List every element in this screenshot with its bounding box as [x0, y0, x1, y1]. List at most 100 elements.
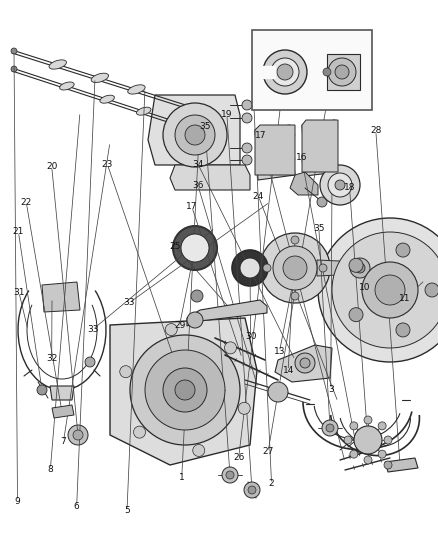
- Text: 10: 10: [359, 284, 370, 292]
- Text: 32: 32: [46, 354, 57, 362]
- Polygon shape: [275, 345, 332, 382]
- Polygon shape: [290, 172, 318, 195]
- Circle shape: [271, 58, 299, 86]
- Text: 19: 19: [221, 110, 233, 119]
- Text: 8: 8: [47, 465, 53, 473]
- Circle shape: [256, 134, 264, 142]
- Text: 30: 30: [245, 333, 256, 341]
- Circle shape: [163, 368, 207, 412]
- Circle shape: [317, 197, 327, 207]
- Circle shape: [181, 234, 209, 262]
- Circle shape: [193, 445, 205, 456]
- Circle shape: [375, 275, 405, 305]
- Circle shape: [364, 456, 372, 464]
- Polygon shape: [170, 165, 250, 190]
- Bar: [252, 30, 372, 110]
- Circle shape: [350, 422, 358, 430]
- Polygon shape: [52, 405, 74, 418]
- Text: 36: 36: [192, 181, 204, 190]
- Ellipse shape: [100, 95, 114, 103]
- Polygon shape: [255, 125, 295, 175]
- Polygon shape: [302, 120, 338, 172]
- Circle shape: [242, 113, 252, 123]
- Circle shape: [222, 467, 238, 483]
- Circle shape: [349, 259, 363, 272]
- Text: 35: 35: [313, 224, 325, 232]
- Circle shape: [332, 232, 438, 348]
- Circle shape: [319, 264, 327, 272]
- Circle shape: [384, 461, 392, 469]
- Circle shape: [232, 250, 268, 286]
- Circle shape: [364, 416, 372, 424]
- Circle shape: [185, 125, 205, 145]
- Circle shape: [175, 380, 195, 400]
- Circle shape: [273, 246, 317, 290]
- Polygon shape: [42, 282, 80, 312]
- Circle shape: [120, 366, 132, 378]
- Circle shape: [263, 50, 307, 94]
- Circle shape: [326, 424, 334, 432]
- Text: 3: 3: [328, 385, 334, 393]
- Ellipse shape: [137, 107, 151, 115]
- Circle shape: [322, 420, 338, 436]
- Circle shape: [323, 68, 331, 76]
- Circle shape: [85, 357, 95, 367]
- Ellipse shape: [60, 82, 74, 90]
- Circle shape: [37, 385, 47, 395]
- Circle shape: [268, 382, 288, 402]
- Text: 20: 20: [46, 162, 57, 171]
- Text: 35: 35: [199, 123, 211, 131]
- Polygon shape: [110, 318, 257, 465]
- Circle shape: [191, 290, 203, 302]
- Circle shape: [226, 471, 234, 479]
- Circle shape: [11, 48, 17, 54]
- Polygon shape: [317, 260, 360, 276]
- Text: 31: 31: [13, 288, 25, 296]
- Text: 6: 6: [74, 502, 80, 511]
- Circle shape: [238, 402, 250, 414]
- Text: 13: 13: [274, 348, 285, 356]
- Circle shape: [425, 283, 438, 297]
- Text: 33: 33: [124, 298, 135, 307]
- Circle shape: [68, 425, 88, 445]
- Circle shape: [11, 66, 17, 72]
- Circle shape: [248, 486, 256, 494]
- Text: 7: 7: [60, 437, 67, 446]
- Polygon shape: [255, 125, 295, 180]
- Text: 28: 28: [370, 126, 381, 135]
- Circle shape: [240, 258, 260, 278]
- Circle shape: [335, 65, 349, 79]
- Circle shape: [283, 256, 307, 280]
- Circle shape: [396, 323, 410, 337]
- Polygon shape: [50, 386, 74, 400]
- Circle shape: [244, 482, 260, 498]
- Text: 1: 1: [179, 473, 185, 481]
- Circle shape: [291, 292, 299, 300]
- Circle shape: [242, 100, 252, 110]
- Ellipse shape: [128, 85, 145, 94]
- Text: 23: 23: [102, 160, 113, 168]
- Text: 27: 27: [262, 448, 274, 456]
- Circle shape: [350, 258, 370, 278]
- Circle shape: [173, 226, 217, 270]
- Polygon shape: [385, 458, 418, 472]
- Text: 2: 2: [269, 480, 274, 488]
- Circle shape: [362, 262, 418, 318]
- Circle shape: [318, 218, 438, 362]
- Circle shape: [328, 173, 352, 197]
- Polygon shape: [187, 300, 267, 326]
- Circle shape: [300, 358, 310, 368]
- Polygon shape: [302, 120, 338, 176]
- Circle shape: [328, 58, 356, 86]
- Circle shape: [320, 165, 360, 205]
- Circle shape: [242, 143, 252, 153]
- Circle shape: [277, 64, 293, 80]
- Text: 16: 16: [296, 153, 307, 161]
- Circle shape: [187, 312, 203, 328]
- Circle shape: [256, 158, 264, 166]
- Circle shape: [242, 155, 252, 165]
- Circle shape: [291, 236, 299, 244]
- Text: 21: 21: [13, 228, 24, 236]
- Text: 14: 14: [283, 366, 294, 375]
- Polygon shape: [148, 95, 240, 165]
